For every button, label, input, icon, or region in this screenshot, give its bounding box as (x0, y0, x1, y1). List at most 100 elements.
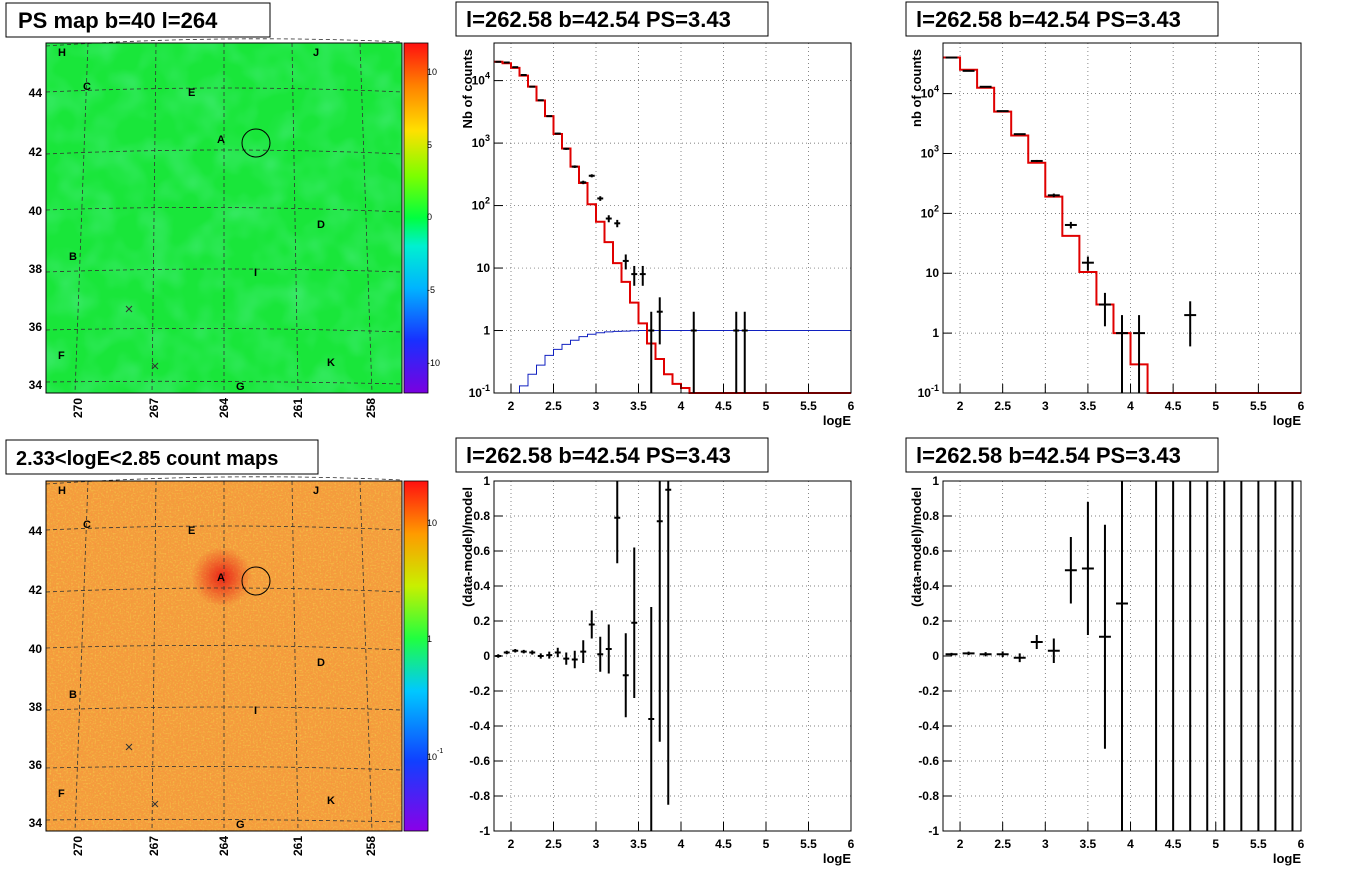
x-axis-label: logE (1273, 851, 1301, 866)
y-axis-label: nb of counts (909, 49, 924, 127)
ps-map-lat-ticks: 44 42 40 38 36 34 (29, 86, 43, 392)
y-tick-label: -0.2 (918, 684, 939, 698)
y-tick-label: -0.2 (469, 684, 490, 698)
palette-tick-exponent: -1 (437, 748, 443, 755)
lon-tick: 258 (364, 398, 378, 418)
x-tick-label: 2.5 (994, 837, 1011, 851)
source-label-g: G (236, 381, 245, 393)
source-label-k: K (327, 357, 335, 369)
lon-tick: 267 (147, 398, 161, 418)
y-axis-label: Nb of counts (460, 49, 475, 128)
y-tick-label: -0.4 (918, 719, 939, 733)
x-tick-label: 3.5 (1080, 399, 1097, 413)
count-map-frame (45, 480, 403, 832)
x-tick-label: 3 (1042, 399, 1049, 413)
y-tick-label: 103 (472, 133, 490, 150)
source-label-g: G (236, 819, 245, 831)
source-label-d: D (317, 657, 325, 669)
x-tick-label: 5 (763, 837, 770, 851)
y-tick-label: 10 (477, 261, 491, 275)
ps-map-palette-ticks: 10 5 0 -5 -10 (427, 67, 440, 368)
ps-map-grid-overlay (45, 38, 403, 394)
x-tick-label: 5.5 (800, 837, 817, 851)
x-tick-label: 5.5 (800, 399, 817, 413)
residual-fine-title-box (455, 437, 769, 473)
x-tick-label: 6 (848, 837, 855, 851)
x-tick-label: 2 (508, 399, 515, 413)
residual-fine-panel: l=262.58 b=42.54 PS=3.43 2 2.5 3 3.5 4 4.5 5 5.… (455, 437, 855, 866)
lat-tick: 36 (29, 758, 43, 772)
y-tick-label: -1 (928, 824, 939, 838)
x-tick-label: 5 (1212, 399, 1219, 413)
ps-map-source-labels: A B C D E F G H I J K (58, 47, 335, 393)
ps-map-target-circle (241, 128, 271, 158)
y-tick-label: 0.6 (922, 544, 939, 558)
x-tick-label: 2 (957, 399, 964, 413)
ps-map-title: PS map b=40 l=264 (18, 8, 218, 33)
source-label-i: I (254, 705, 257, 717)
x-tick-label: 3.5 (630, 837, 647, 851)
count-map-lat-ticks: 44 42 40 38 36 34 (29, 524, 43, 830)
x-tick-label: 2.5 (545, 399, 562, 413)
x-tick-label: 2 (957, 837, 964, 851)
lat-tick: 42 (29, 583, 43, 597)
residual-fine-title: l=262.58 b=42.54 PS=3.43 (466, 443, 731, 468)
count-map-source-labels: A B C D E F G H I J K (58, 485, 335, 831)
source-label-i: I (254, 267, 257, 279)
lat-tick: 34 (29, 378, 43, 392)
y-tick-label: -0.8 (918, 789, 939, 803)
count-map-title-box (5, 439, 319, 475)
x-tick-label: 3.5 (1080, 837, 1097, 851)
lat-tick: 38 (29, 262, 43, 276)
y-tick-label: 1 (932, 326, 939, 340)
x-tick-label: 6 (1298, 399, 1305, 413)
lat-tick: 40 (29, 204, 43, 218)
lat-tick: 34 (29, 816, 43, 830)
count-map-panel: 2.33<logE<2.85 count maps A B (5, 439, 443, 856)
x-tick-label: 3.5 (630, 399, 647, 413)
y-tick-label: 1 (932, 474, 939, 488)
palette-tick: -5 (427, 285, 435, 295)
source-label-f: F (58, 350, 65, 362)
source-label-e: E (188, 525, 195, 537)
source-label-j: J (313, 47, 319, 59)
x-tick-label: 5.5 (1250, 837, 1267, 851)
source-label-d: D (317, 219, 325, 231)
x-tick-label: 3 (593, 399, 600, 413)
lat-tick: 38 (29, 700, 43, 714)
plot-frame (942, 42, 1302, 394)
x-tick-label: 4.5 (1165, 837, 1182, 851)
x-axis-label: logE (823, 413, 851, 428)
x-tick-label: 4 (1127, 399, 1134, 413)
palette-tick: -10 (427, 358, 440, 368)
y-tick-label: -0.6 (918, 754, 939, 768)
count-map-lon-ticks: 270 267 264 261 258 (71, 836, 378, 856)
source-label-c: C (83, 519, 91, 531)
plot-frame (493, 42, 852, 394)
x-axis-label: logE (823, 851, 851, 866)
y-tick-label: 0.2 (473, 614, 490, 628)
y-tick-label: -0.8 (469, 789, 490, 803)
palette-tick: 5 (427, 140, 432, 150)
y-tick-label: 103 (921, 143, 939, 160)
x-tick-label: 5 (763, 399, 770, 413)
residual-coarse-title-box (905, 437, 1219, 473)
source-label-b: B (69, 689, 77, 701)
count-map-hotspot (192, 547, 252, 607)
source-label-c: C (83, 81, 91, 93)
y-tick-label: 0 (483, 649, 490, 663)
y-tick-label: 10-1 (918, 383, 939, 400)
x-tick-label: 4 (678, 399, 685, 413)
count-map-palette-ticks: 10 1 10 -1 (427, 518, 443, 762)
x-tick-label: 6 (848, 399, 855, 413)
palette-tick: 10 (427, 67, 437, 77)
spectrum-fine-title: l=262.58 b=42.54 PS=3.43 (466, 7, 731, 32)
count-map-grid-overlay (45, 476, 403, 832)
source-label-h: H (58, 47, 66, 59)
lat-tick: 44 (29, 524, 43, 538)
y-tick-label: 0 (932, 649, 939, 663)
x-tick-label: 2.5 (994, 399, 1011, 413)
y-tick-label: 102 (921, 203, 939, 220)
x-tick-label: 4.5 (715, 837, 732, 851)
y-axis-label: (data-model)/model (460, 487, 475, 607)
